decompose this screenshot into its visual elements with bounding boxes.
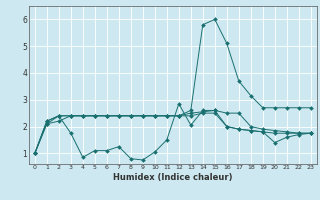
X-axis label: Humidex (Indice chaleur): Humidex (Indice chaleur) <box>113 173 233 182</box>
